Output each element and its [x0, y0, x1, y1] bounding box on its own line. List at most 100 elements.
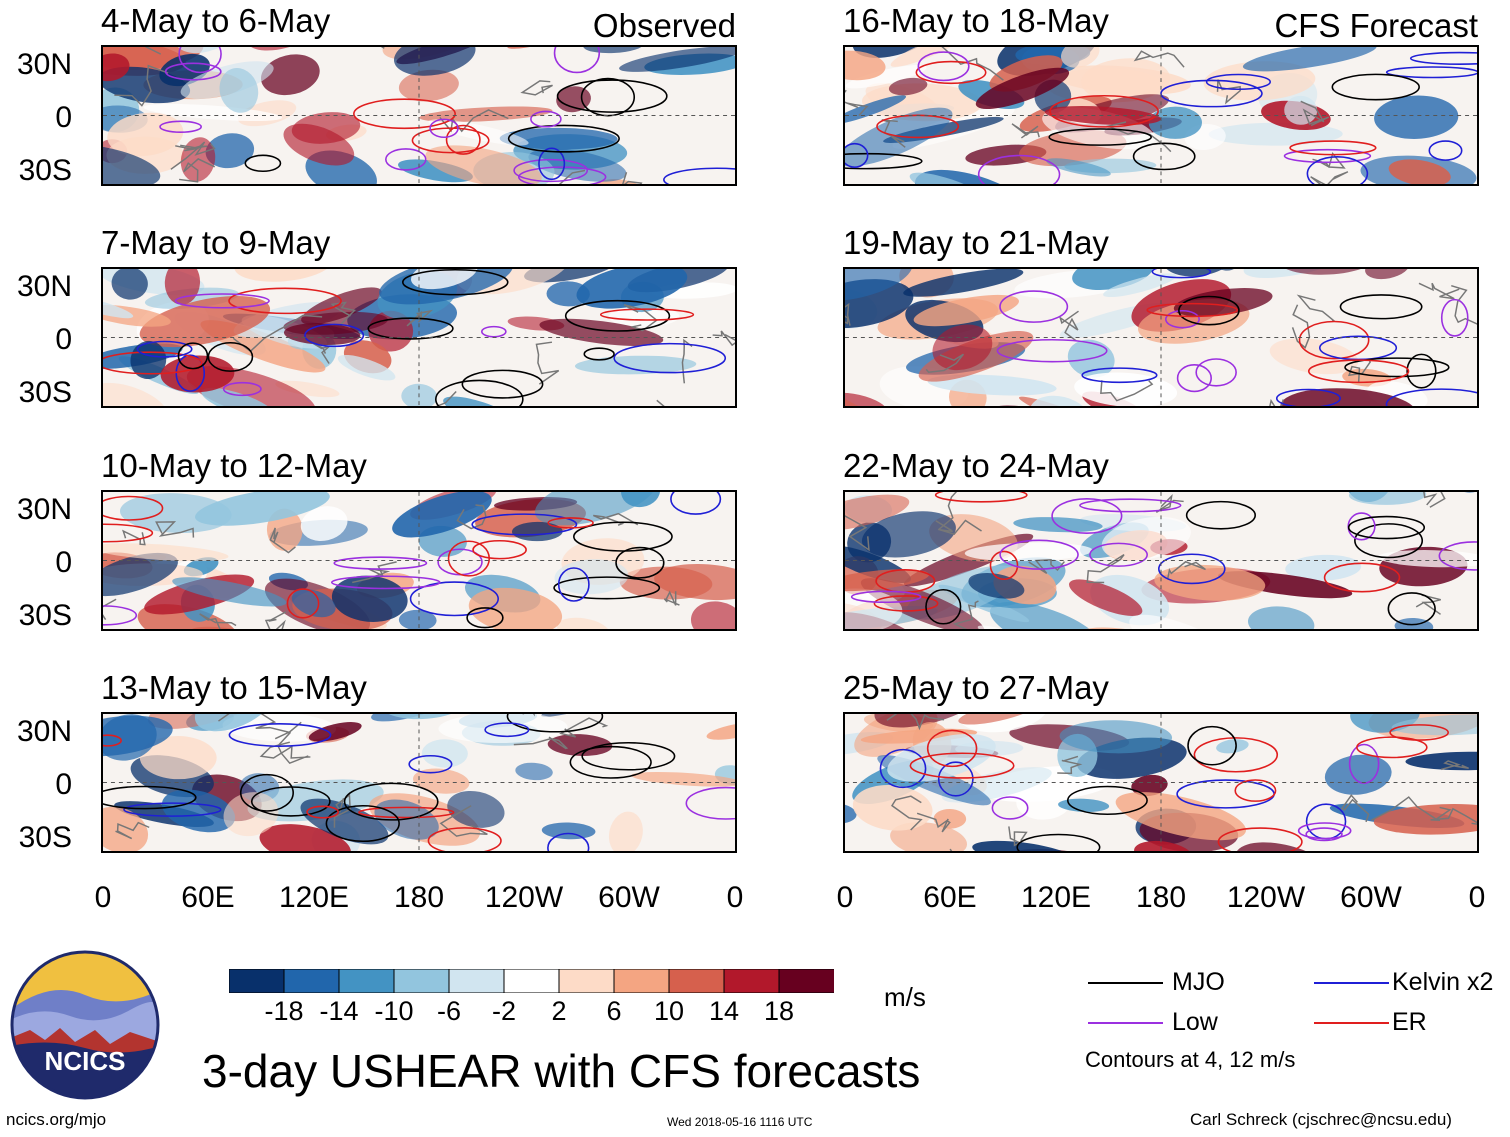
colorbar-tick-label: -2 — [491, 996, 517, 1026]
shear-anomaly-blob — [845, 279, 914, 329]
shear-anomaly-blob — [130, 340, 167, 380]
legend-label-er: ER — [1392, 1008, 1427, 1036]
shear-anomaly-blob — [337, 354, 396, 381]
wave-contour — [306, 805, 340, 819]
shear-anomaly-blob — [1388, 159, 1451, 184]
wave-contour — [358, 806, 455, 819]
wave-contour — [103, 734, 122, 747]
colorbar-swatch — [393, 968, 450, 994]
coastline — [115, 821, 150, 840]
coastline — [330, 301, 356, 325]
shear-anomaly-blob — [511, 521, 563, 542]
map-panel — [101, 45, 737, 186]
colorbar-swatch — [668, 968, 725, 994]
coastline — [1451, 285, 1477, 325]
wave-contour — [1389, 724, 1449, 741]
coastline — [456, 504, 487, 530]
coastline — [1415, 594, 1441, 615]
wave-contour — [239, 773, 294, 812]
map-panel-svg — [103, 492, 735, 629]
shear-anomaly-blob — [1374, 95, 1459, 139]
coastline — [937, 492, 958, 531]
wave-contour — [228, 287, 342, 315]
map-panel-svg — [103, 47, 735, 184]
shear-anomaly-blob — [103, 806, 149, 851]
shear-anomaly-blob — [398, 609, 437, 629]
map-panel-svg — [103, 269, 735, 406]
colorbar-tick-label: -10 — [374, 996, 414, 1026]
wave-contour — [1275, 388, 1341, 406]
legend-note: Contours at 4, 12 m/s — [1085, 1047, 1296, 1072]
lat-label-30s: 30S — [18, 154, 72, 187]
legend-label-mjo: MJO — [1172, 968, 1225, 996]
shear-anomaly-blob — [103, 53, 130, 82]
wave-contour — [103, 785, 197, 810]
wave-contour — [103, 523, 154, 543]
coastline — [712, 330, 735, 347]
coastline — [435, 391, 457, 406]
map-panel — [101, 712, 737, 853]
shear-anomaly-blob — [413, 768, 470, 794]
panel-title: 7-May to 9-May — [101, 224, 331, 261]
shear-anomaly-blob — [172, 577, 287, 607]
wave-contour — [879, 748, 927, 789]
colorbar-swatch — [283, 968, 340, 994]
wave-contour — [599, 308, 695, 321]
wave-contour — [547, 517, 594, 529]
colorbar-tick-label: -18 — [264, 996, 304, 1026]
wave-contour — [991, 796, 1029, 820]
shear-anomaly-blob — [890, 47, 966, 67]
shear-anomaly-blob — [468, 587, 563, 629]
shear-anomaly-blob — [845, 95, 907, 125]
figure-title: 3-day USHEAR with CFS forecasts — [202, 1045, 921, 1097]
wave-contour — [408, 755, 453, 774]
wave-contour — [1051, 498, 1123, 534]
wave-contour — [1283, 148, 1372, 164]
coastline — [925, 353, 965, 373]
wave-contour — [1132, 142, 1196, 171]
wave-contour — [1151, 269, 1212, 279]
shear-anomaly-blob — [234, 269, 333, 282]
wave-contour — [915, 60, 987, 85]
wave-contour — [353, 98, 456, 130]
coastline — [1340, 794, 1370, 823]
wave-contour — [103, 605, 138, 626]
lat-label-30s: 30S — [18, 821, 72, 854]
wave-contour — [1305, 827, 1343, 842]
coastline — [845, 89, 869, 116]
wave-contour — [517, 166, 607, 184]
panel-title: 16-May to 18-May — [843, 2, 1109, 39]
site-link[interactable]: ncics.org/mjo — [6, 1110, 107, 1129]
map-panel-svg — [845, 47, 1477, 184]
wave-contour — [367, 317, 454, 340]
wave-contour — [175, 354, 206, 392]
wave-contour — [937, 761, 974, 797]
wave-contour — [507, 124, 620, 153]
wave-contour — [409, 581, 499, 617]
shear-anomaly-blob — [1324, 754, 1392, 795]
coastline — [1133, 50, 1185, 68]
lon-label: 0 — [836, 881, 854, 914]
shear-anomaly-blob — [161, 789, 236, 833]
shear-anomaly-blob — [845, 494, 910, 532]
wave-contour — [1406, 353, 1437, 389]
wave-contour — [530, 110, 562, 128]
wave-contour — [1160, 79, 1263, 108]
shear-anomaly-blob — [194, 714, 276, 732]
wave-contour — [484, 722, 530, 738]
lat-label-0: 0 — [55, 323, 72, 356]
shear-anomaly-blob — [421, 739, 468, 768]
coastline — [1310, 171, 1349, 184]
shear-anomaly-blob — [291, 589, 336, 618]
wave-contour — [402, 269, 509, 296]
panel-title: 10-May to 12-May — [101, 447, 367, 484]
colorbar-swatch — [558, 968, 615, 994]
wave-contour — [461, 369, 544, 399]
wave-contour — [330, 575, 441, 590]
coastline — [179, 158, 216, 183]
shear-anomaly-blob — [1060, 47, 1100, 68]
wave-contour — [123, 802, 222, 817]
lon-label: 60W — [1340, 881, 1402, 914]
shear-anomaly-blob — [890, 822, 967, 851]
wave-contour — [615, 546, 665, 579]
